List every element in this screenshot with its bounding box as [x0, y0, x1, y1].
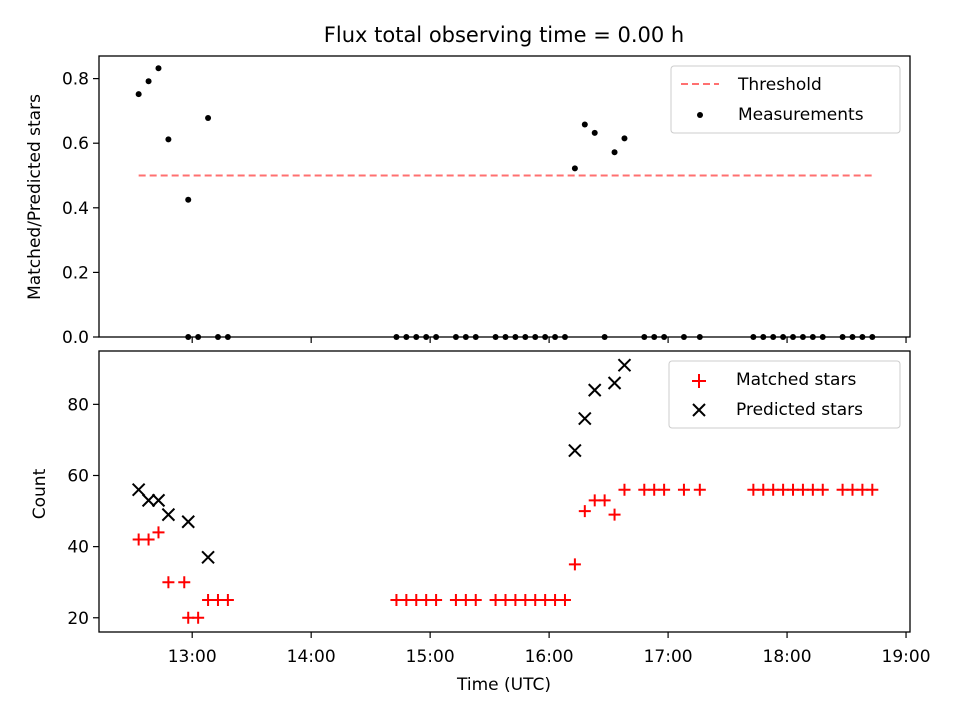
x-axis-label: Time (UTC)	[456, 675, 551, 695]
predicted-stars-point	[568, 443, 582, 458]
legend-matched-swatch	[692, 374, 706, 388]
measurement-point	[135, 91, 142, 98]
top-y-tick-label: 0.0	[62, 328, 89, 348]
matched-stars-point	[142, 533, 155, 546]
bottom-legend-box	[668, 360, 901, 429]
legend-predicted-label: Predicted stars	[736, 400, 863, 420]
top-y-tick-label: 0.6	[62, 134, 89, 154]
legend-measurements-swatch	[697, 112, 703, 118]
bottom-legend: Matched stars Predicted stars	[668, 360, 901, 429]
measurement-point	[145, 78, 152, 85]
measurement-point	[581, 121, 588, 128]
predicted-stars-point	[151, 493, 166, 508]
measurement-point	[591, 129, 598, 136]
matched-stars-point	[677, 483, 690, 496]
matched-stars-point	[192, 611, 205, 624]
predicted-stars-point	[131, 483, 146, 497]
legend-predicted-swatch	[692, 403, 706, 417]
matched-stars-point	[608, 508, 621, 521]
matched-stars-point	[598, 494, 611, 507]
matched-stars-point	[816, 483, 829, 496]
top-legend-box	[670, 65, 901, 134]
predicted-stars-point	[161, 507, 176, 522]
matched-stars-point	[430, 593, 443, 606]
top-panel: 0.00.20.40.60.8 Matched/Predicted stars …	[25, 55, 911, 348]
bottom-y-tick-label: 60	[67, 466, 89, 486]
bottom-y-tick-label: 20	[67, 609, 89, 629]
top-y-axis-label: Matched/Predicted stars	[25, 94, 45, 300]
top-y-tick-label: 0.2	[62, 263, 89, 283]
matched-stars-point	[618, 483, 631, 496]
bottom-y-ticks: 20 40 60 80	[67, 395, 99, 629]
top-x-ticks	[191, 337, 907, 343]
top-legend: Threshold Measurements	[670, 65, 901, 134]
bottom-y-tick-label: 80	[67, 395, 89, 415]
matched-stars-point	[693, 483, 706, 496]
measurement-point	[155, 65, 162, 72]
predicted-stars-point	[181, 515, 195, 529]
measurement-point	[185, 196, 192, 203]
matched-stars-point	[152, 526, 165, 539]
legend-matched-label: Matched stars	[736, 370, 856, 390]
matched-stars-point	[221, 593, 234, 606]
matched-stars-point	[469, 593, 482, 606]
bottom-x-tick-label: 14:00	[287, 647, 336, 667]
bottom-x-tick-label: 18:00	[763, 647, 812, 667]
measurement-point	[165, 136, 172, 143]
bottom-marks	[131, 358, 879, 624]
bottom-x-tick-label: 13:00	[168, 647, 217, 667]
measurement-point	[621, 135, 628, 142]
top-y-tick-label: 0.4	[62, 199, 89, 219]
legend-measurements-label: Measurements	[738, 105, 864, 125]
predicted-stars-point	[607, 376, 622, 390]
measurement-point	[205, 115, 212, 122]
predicted-stars-point	[141, 493, 156, 508]
bottom-y-tick-label: 40	[67, 538, 89, 558]
measurement-point	[611, 149, 618, 156]
matched-stars-point	[178, 576, 191, 589]
matched-stars-point	[568, 558, 581, 571]
matched-stars-point	[162, 576, 175, 589]
matched-stars-point	[578, 505, 591, 518]
top-y-ticks: 0.0 0.2 0.4 0.6 0.8	[62, 70, 99, 348]
predicted-stars-point	[578, 411, 592, 426]
bottom-y-axis-label: Count	[30, 468, 50, 519]
matched-stars-point	[866, 483, 879, 496]
bottom-x-tick-label: 15:00	[406, 647, 455, 667]
top-y-tick-label: 0.8	[62, 70, 89, 90]
predicted-stars-point	[617, 358, 632, 372]
predicted-stars-point	[201, 550, 215, 565]
matched-stars-point	[658, 483, 671, 496]
bottom-axes-frame	[98, 350, 911, 633]
bottom-x-tick-label: 17:00	[644, 647, 693, 667]
predicted-stars-point	[588, 383, 602, 397]
bottom-x-tick-label: 19:00	[882, 647, 931, 667]
measurement-point	[571, 165, 578, 172]
bottom-x-tick-label: 16:00	[525, 647, 574, 667]
top-axes-frame	[98, 55, 911, 338]
bottom-x-ticks: 13:00 14:00 15:00 16:00 17:00 18:00 19:00	[168, 632, 931, 667]
chart-title: Flux total observing time = 0.00 h	[324, 23, 684, 47]
legend-threshold-label: Threshold	[737, 75, 822, 95]
matched-stars-point	[558, 593, 571, 606]
